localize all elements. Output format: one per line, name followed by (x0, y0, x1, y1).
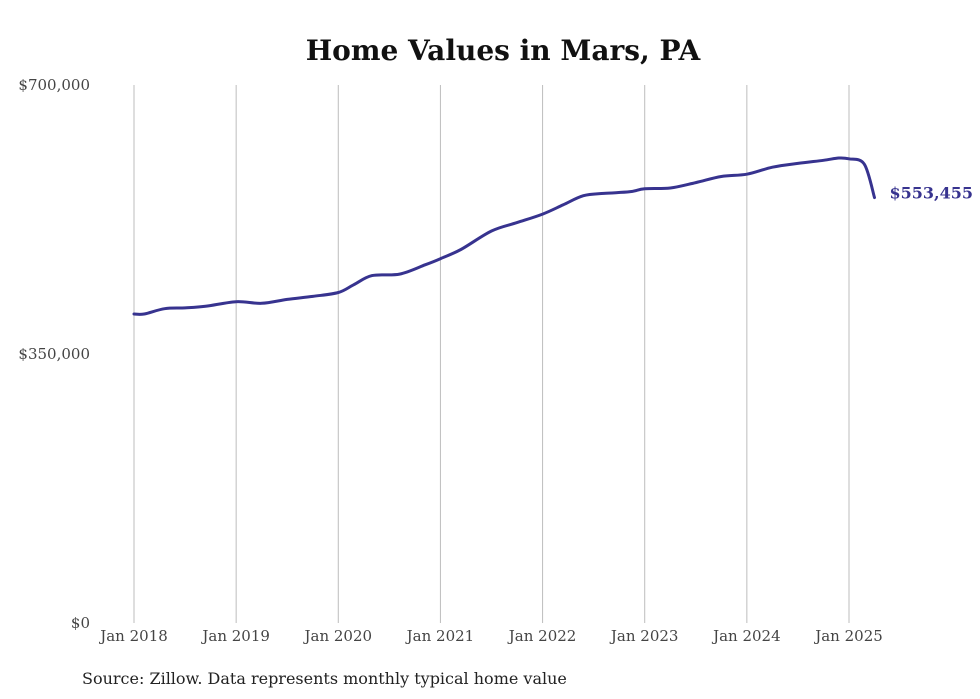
y-tick-label: $0 (71, 614, 90, 632)
y-tick-label: $700,000 (18, 76, 90, 94)
grid-lines (133, 85, 850, 623)
x-tick-label: Jan 2023 (609, 627, 679, 645)
x-axis-ticks: Jan 2018 Jan 2019 Jan 2020 Jan 2021 Jan 2022… (98, 627, 883, 645)
series-layer (132, 156, 876, 316)
end-value-label: $553,455 (890, 184, 974, 203)
chart-title: Home Values in Mars, PA (306, 34, 702, 67)
x-tick-label: Jan 2021 (405, 627, 475, 645)
x-tick-label: Jan 2024 (711, 627, 781, 645)
y-axis-ticks: $0 $350,000 $700,000 (18, 76, 90, 632)
x-tick-label: Jan 2025 (813, 627, 883, 645)
x-tick-label: Jan 2020 (303, 627, 373, 645)
y-tick-label: $350,000 (18, 345, 90, 363)
home-value-series-line (132, 156, 876, 316)
source-note: Source: Zillow. Data represents monthly … (82, 669, 567, 688)
x-tick-label: Jan 2019 (200, 627, 270, 645)
x-tick-label: Jan 2018 (98, 627, 168, 645)
x-tick-label: Jan 2022 (507, 627, 577, 645)
